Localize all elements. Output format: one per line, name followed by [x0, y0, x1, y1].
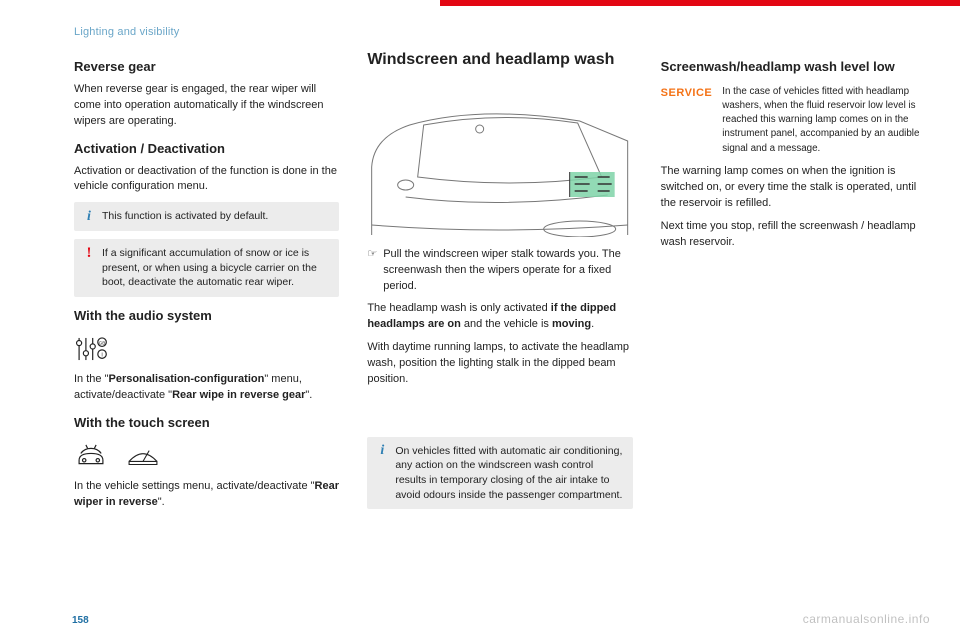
text-refill: Next time you stop, refill the screenwas… [661, 219, 926, 251]
service-lamp-icon: SERVICE [661, 85, 713, 156]
text-reverse-gear: When reverse gear is engaged, the rear w… [74, 82, 339, 130]
section-header: Lighting and visibility [74, 26, 926, 38]
t: The headlamp wash is only activated [367, 302, 550, 314]
svg-text:GB: GB [99, 341, 106, 346]
info-icon: i [375, 444, 389, 458]
t: and the vehicle is [461, 318, 552, 330]
t: Personalisation-configuration [108, 373, 264, 385]
heading-activation: Activation / Deactivation [74, 140, 339, 159]
text-activation: Activation or deactivation of the functi… [74, 164, 339, 196]
text-drl: With daytime running lamps, to activate … [367, 340, 632, 388]
manual-page: Lighting and visibility Reverse gear Whe… [0, 0, 960, 640]
text-audio: In the "Personalisation-configuration" m… [74, 372, 339, 404]
bullet-pull-stalk: ☞ Pull the windscreen wiper stalk toward… [367, 247, 632, 295]
audio-icon-row: GB I [74, 334, 339, 364]
t: ". [158, 496, 165, 508]
pointer-icon: ☞ [367, 247, 377, 295]
text-headlamp-wash: The headlamp wash is only activated if t… [367, 301, 632, 333]
info-box-default: i This function is activated by default. [74, 202, 339, 231]
t: In the vehicle settings menu, activate/d… [74, 480, 315, 492]
heading-level-low: Screenwash/headlamp wash level low [661, 58, 926, 77]
svg-text:I: I [101, 353, 102, 359]
text-warning-lamp: The warning lamp comes on when the ignit… [661, 164, 926, 212]
t: In the " [74, 373, 108, 385]
heading-audio-system: With the audio system [74, 307, 339, 326]
sliders-gb-icon: GB I [74, 334, 108, 364]
t: Rear wipe in reverse gear [172, 389, 305, 401]
wiper-icon [126, 441, 160, 471]
t: . [591, 318, 594, 330]
service-text: In the case of vehicles fitted with head… [722, 85, 926, 156]
t: ". [305, 389, 312, 401]
info-text: On vehicles fitted with automatic air co… [395, 445, 622, 501]
content-columns: Reverse gear When reverse gear is engage… [74, 48, 926, 518]
watermark: carmanualsonline.info [803, 612, 930, 626]
spacer [367, 395, 632, 431]
warning-box-snow: ! If a significant accumulation of snow … [74, 239, 339, 297]
column-1: Reverse gear When reverse gear is engage… [74, 48, 339, 518]
touch-icon-row [74, 441, 339, 471]
page-number: 158 [72, 615, 89, 626]
t: moving [552, 318, 591, 330]
info-icon: i [82, 209, 96, 223]
info-box-ac: i On vehicles fitted with automatic air … [367, 437, 632, 510]
info-text: This function is activated by default. [102, 210, 268, 222]
warning-text: If a significant accumulation of snow or… [102, 247, 317, 288]
column-3: Screenwash/headlamp wash level low SERVI… [661, 48, 926, 518]
heading-touch-screen: With the touch screen [74, 414, 339, 433]
heading-reverse-gear: Reverse gear [74, 58, 339, 77]
accent-bar [440, 0, 960, 6]
car-illustration [367, 77, 632, 237]
car-front-icon [74, 441, 108, 471]
heading-windscreen: Windscreen and headlamp wash [367, 48, 632, 71]
column-2: Windscreen and headlamp wash [367, 48, 632, 518]
service-row: SERVICE In the case of vehicles fitted w… [661, 85, 926, 156]
bullet-text: Pull the windscreen wiper stalk towards … [383, 247, 632, 295]
warning-icon: ! [82, 246, 96, 260]
text-touch: In the vehicle settings menu, activate/d… [74, 479, 339, 511]
